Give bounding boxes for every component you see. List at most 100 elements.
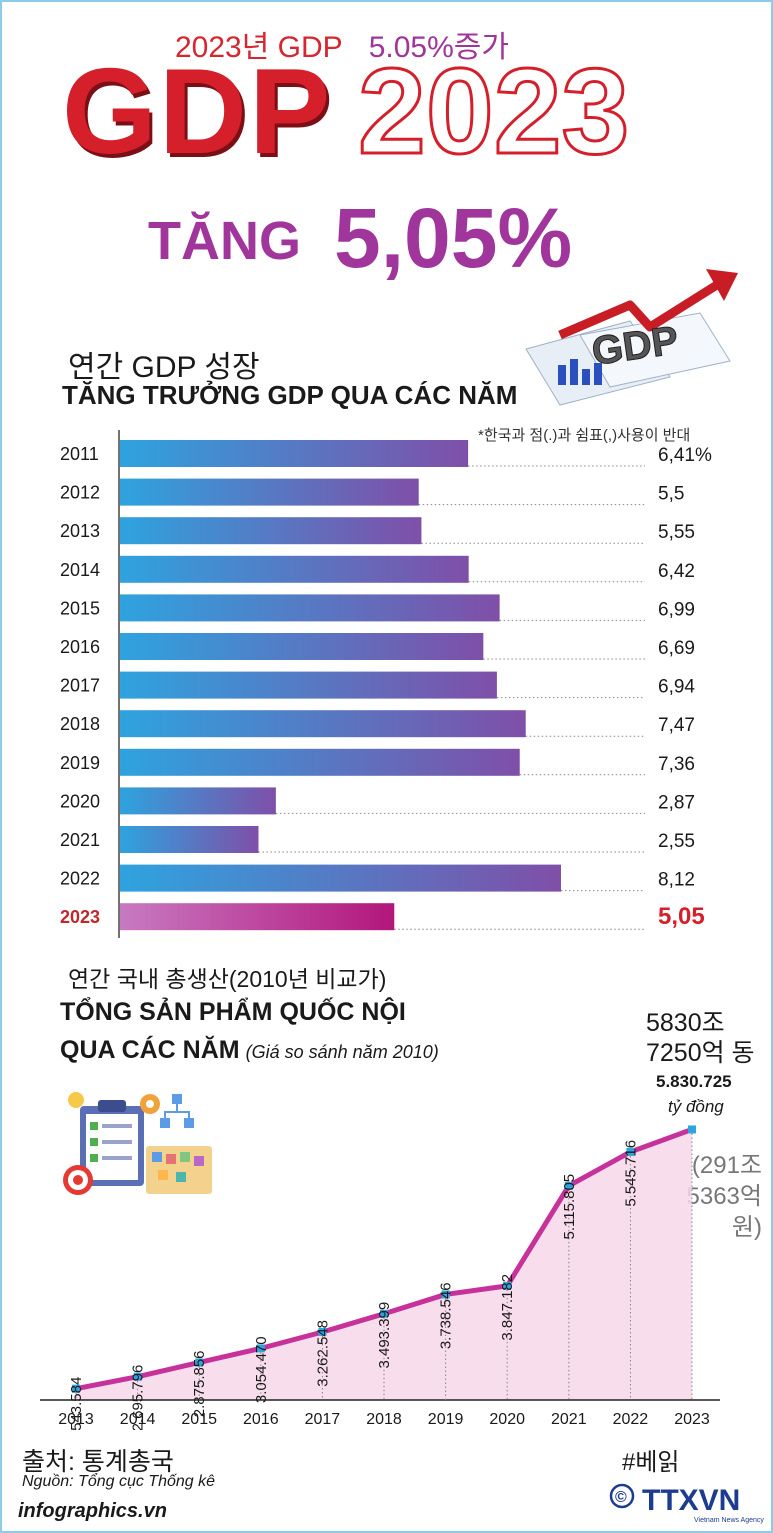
data-point [626,1147,635,1156]
last-value-ko: 5830조 7250억 동 [646,1008,755,1068]
bar-category-label: 2012 [60,483,100,503]
copyright-mark: © [615,1489,627,1506]
site-link[interactable]: infographics.vn [18,1500,167,1522]
bar-category-label: 2014 [60,560,100,580]
bar-category-label: 2013 [60,521,100,541]
big-year-title: 2023 [356,43,630,179]
agency-subtitle: Vietnam News Agency [694,1517,764,1524]
section2-title-ko: 연간 국내 총생산(2010년 비교가) [68,966,387,992]
bar [120,633,484,660]
bar-value-label: 6,69 [658,638,695,659]
source-vi: Nguồn: Tổng cục Thống kê [22,1473,216,1490]
bar-category-label: 2016 [60,637,100,657]
area-value-label: 5.115.805 [561,1174,578,1240]
increase-value: 5,05% [334,191,573,285]
agency-name: TTXVN [642,1484,740,1517]
bar-value-label: 5,55 [658,522,695,543]
data-point [195,1358,204,1367]
bar-value-label: 8,12 [658,870,695,891]
bar-category-label: 2021 [60,830,100,850]
gdp-arrow-illustration: GDP [525,269,738,406]
bar [120,748,520,776]
area-value-label: 2.875.856 [191,1350,208,1417]
bar-category-label: 2022 [60,869,100,889]
bar-value-label: 6,94 [658,677,695,698]
data-point [72,1384,80,1393]
clipboard-icon [80,1100,144,1186]
bar-value-label: 5,05 [658,903,705,930]
area-value-label: 3.262.548 [314,1320,331,1387]
bar [120,555,469,583]
korean-headline-left: 2023년 GDP [175,31,343,64]
section2-title-vi-line2: QUA CÁC NĂM (Giá so sánh năm 2010) [60,1036,439,1065]
bar [120,903,395,931]
data-point [564,1181,573,1190]
area-category-label: 2013 [58,1411,94,1428]
area-category-label: 2014 [120,1411,156,1428]
target-icon [63,1165,93,1195]
area-category-label: 2018 [366,1411,402,1428]
hashtag: #베읽 [622,1449,680,1476]
section2-title-note: (Giá so sánh năm 2010) [245,1042,439,1062]
data-point [380,1309,388,1318]
area-value-label: 5.545.716 [622,1140,639,1207]
copyright-icon [609,1483,635,1509]
bar-category-label: 2011 [60,444,99,464]
bar-category-label: 2023 [60,907,100,927]
area-value-label: 3.847.182 [499,1274,516,1341]
document-stack-icon [525,312,731,406]
bar-value-label: 2,55 [658,831,695,852]
area-category-label: 2022 [613,1411,649,1428]
gdp-growth-bar-chart: 2011 6,41% 2012 5,5 2013 5,55 2014 6,42 2015 6,99… [60,430,712,938]
section2-title-vi-line2-text: QUA CÁC NĂM [60,1036,240,1064]
gear-icon [140,1094,160,1114]
section1-title-ko: 연간 GDP 성장 [68,351,260,384]
area-fill [76,1129,692,1400]
lightbulb-icon [68,1092,84,1108]
bar [120,440,469,467]
bar [120,826,259,853]
area-category-label: 2016 [243,1411,279,1428]
bar-value-label: 7,36 [658,754,695,775]
area-category-label: 2017 [305,1411,341,1428]
bar [120,478,419,506]
bar-value-label: 7,47 [658,715,695,736]
data-point [441,1290,450,1299]
section1-title-vi: TĂNG TRƯỞNG GDP QUA CÁC NĂM [62,380,518,410]
bar [120,864,561,892]
bar [120,787,276,815]
data-point [688,1125,696,1134]
area-value-label: 3.493.399 [376,1302,393,1369]
last-value-ko-line1: 5830조 [646,1009,725,1037]
section2-title-vi-line1: TỔNG SẢN PHẨM QUỐC NỘI [60,998,406,1026]
area-category-label: 2015 [181,1411,217,1428]
bar [120,671,497,699]
ttxvn-logo: © TTXVN Vietnam News Agency [609,1483,764,1524]
bar-category-label: 2020 [60,791,100,811]
bar-value-label: 5,5 [658,484,684,505]
area-value-label: 3.738.546 [438,1282,455,1349]
data-point [503,1281,512,1290]
section1-note: *한국과 점(.)과 쉼표(,)사용이 반대 [478,427,691,444]
korean-headline-right: 5.05%증가 [368,31,509,64]
area-value-label: 3.054.470 [253,1336,270,1403]
bar-category-label: 2019 [60,753,100,773]
last-value: 5.830.725 [656,1072,732,1091]
bar [120,594,500,622]
data-point [256,1344,265,1353]
big-gdp-title: GDP [62,43,333,179]
bar-category-label: 2017 [60,676,100,696]
area-category-label: 2021 [551,1411,587,1428]
area-value-label: 2.695.796 [130,1365,147,1430]
area-category-label: 2023 [674,1411,710,1428]
board-icon [146,1146,212,1194]
area-category-label: 2019 [428,1411,464,1428]
bar [120,710,526,738]
data-point [133,1372,142,1381]
difference-ko: (291조 5363억 원) [686,1152,762,1241]
bar-value-label: 6,41% [658,445,712,466]
bar-value-label: 6,42 [658,561,695,582]
last-value-ko-line2: 7250억 동 [646,1039,755,1067]
